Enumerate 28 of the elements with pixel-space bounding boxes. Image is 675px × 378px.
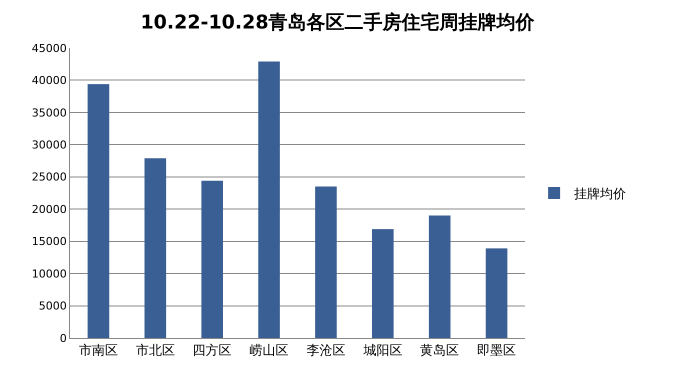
y-tick-label: 40000 — [32, 74, 67, 88]
y-tick-label: 30000 — [32, 138, 67, 152]
chart-title: 10.22-10.28青岛各区二手房住宅周挂牌均价 — [140, 11, 536, 34]
x-tick-label: 市南区 — [78, 344, 118, 359]
y-tick-label: 25000 — [32, 170, 67, 184]
x-tick-label: 黄岛区 — [420, 344, 460, 359]
x-tick-label: 崂山区 — [250, 344, 289, 359]
legend-label: 挂牌均价 — [574, 187, 626, 202]
y-tick-label: 10000 — [32, 267, 67, 280]
bar — [258, 62, 280, 338]
y-tick-label: 5000 — [38, 300, 67, 313]
y-tick-label: 45000 — [32, 42, 67, 55]
bar — [372, 229, 394, 338]
bar — [428, 216, 450, 338]
y-tick-label: 20000 — [32, 202, 67, 216]
x-tick-label: 市北区 — [136, 344, 175, 359]
bar — [486, 248, 508, 338]
bar — [315, 186, 337, 338]
y-tick-label: 15000 — [32, 235, 67, 248]
x-tick-label: 李沧区 — [306, 344, 346, 359]
x-tick-label: 城阳区 — [362, 344, 402, 359]
bar — [201, 180, 223, 338]
bar — [144, 158, 166, 338]
x-tick-label: 四方区 — [192, 342, 232, 359]
y-tick-label: 35000 — [32, 106, 67, 120]
bar — [88, 84, 110, 338]
y-tick-label: 0 — [60, 332, 67, 345]
x-tick-label: 即墨区 — [477, 344, 516, 359]
